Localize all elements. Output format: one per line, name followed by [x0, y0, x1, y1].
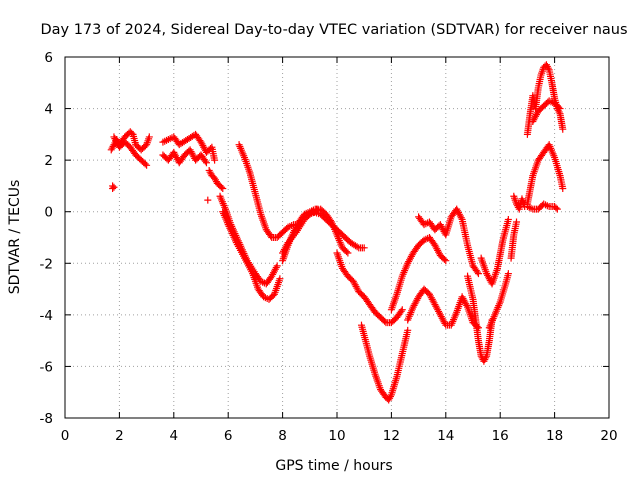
- data-point-marker: [556, 105, 564, 113]
- x-tick-label: 18: [546, 428, 563, 444]
- data-point-marker: [457, 214, 465, 222]
- data-point-marker: [473, 268, 481, 276]
- axis-ticks: 0 2 4 6 8 10 12 14 16 18 20 -8 -6 -4 -2 0 2 4 6: [40, 50, 618, 444]
- data-points: [107, 61, 567, 404]
- x-tick-label: 10: [328, 428, 345, 444]
- data-point-marker: [504, 215, 512, 223]
- x-tick-label: 0: [61, 428, 70, 444]
- data-point-marker: [504, 270, 512, 278]
- data-point-marker: [386, 393, 394, 401]
- y-tick-label: 6: [44, 50, 53, 66]
- x-tick-label: 12: [383, 428, 400, 444]
- data-point-marker: [211, 156, 219, 164]
- x-tick-label: 14: [437, 428, 454, 444]
- data-point-marker: [482, 354, 490, 362]
- data-point-marker: [527, 204, 535, 212]
- data-point-marker: [143, 161, 151, 169]
- data-point-marker: [276, 275, 284, 283]
- x-tick-label: 8: [278, 428, 287, 444]
- data-point-marker: [217, 183, 225, 191]
- y-tick-label: -4: [40, 308, 53, 324]
- data-point-marker: [272, 264, 280, 272]
- x-tick-label: 16: [492, 428, 509, 444]
- data-point-marker: [544, 64, 552, 72]
- x-tick-label: 4: [170, 428, 179, 444]
- data-point-marker: [404, 326, 412, 334]
- data-point-marker: [206, 168, 214, 176]
- data-point-marker: [291, 230, 299, 238]
- data-point-marker: [343, 248, 351, 256]
- y-tick-label: 0: [44, 205, 53, 221]
- y-axis-label: SDTVAR / TECUs: [7, 180, 23, 295]
- data-point-marker: [559, 125, 567, 133]
- data-point-marker: [110, 183, 118, 191]
- y-tick-label: -2: [40, 256, 53, 272]
- x-tick-label: 20: [600, 428, 617, 444]
- data-point-marker: [513, 218, 521, 226]
- data-point-marker: [398, 306, 406, 314]
- data-point-marker: [552, 204, 560, 212]
- data-point-marker: [559, 185, 567, 193]
- data-point-marker: [344, 249, 352, 257]
- data-point-marker: [397, 307, 405, 315]
- data-point-marker: [381, 317, 389, 325]
- data-point-marker: [145, 133, 153, 141]
- x-tick-label: 6: [224, 428, 233, 444]
- chart-title: Day 173 of 2024, Sidereal Day-to-day VTE…: [40, 22, 627, 38]
- data-point-marker: [360, 244, 368, 252]
- data-point-marker: [295, 221, 303, 229]
- data-point-marker: [204, 196, 212, 204]
- data-point-marker: [555, 103, 563, 111]
- data-point-marker: [109, 185, 117, 193]
- data-point-marker: [353, 243, 361, 251]
- data-point-marker: [219, 185, 227, 193]
- x-tick-label: 2: [115, 428, 124, 444]
- y-tick-label: 2: [44, 153, 53, 169]
- y-tick-label: -8: [40, 411, 53, 427]
- data-point-marker: [474, 270, 482, 278]
- data-point-marker: [463, 301, 471, 309]
- data-point-marker: [201, 157, 209, 165]
- data-point-marker: [440, 255, 448, 263]
- data-point-marker: [202, 159, 210, 167]
- data-point-marker: [273, 262, 281, 270]
- data-point-marker: [553, 205, 561, 213]
- data-point-marker: [141, 160, 149, 168]
- y-tick-label: -6: [40, 359, 53, 375]
- y-tick-label: 4: [44, 102, 53, 118]
- data-point-marker: [543, 202, 551, 210]
- data-point-marker: [442, 257, 450, 265]
- x-axis-label: GPS time / hours: [275, 458, 392, 474]
